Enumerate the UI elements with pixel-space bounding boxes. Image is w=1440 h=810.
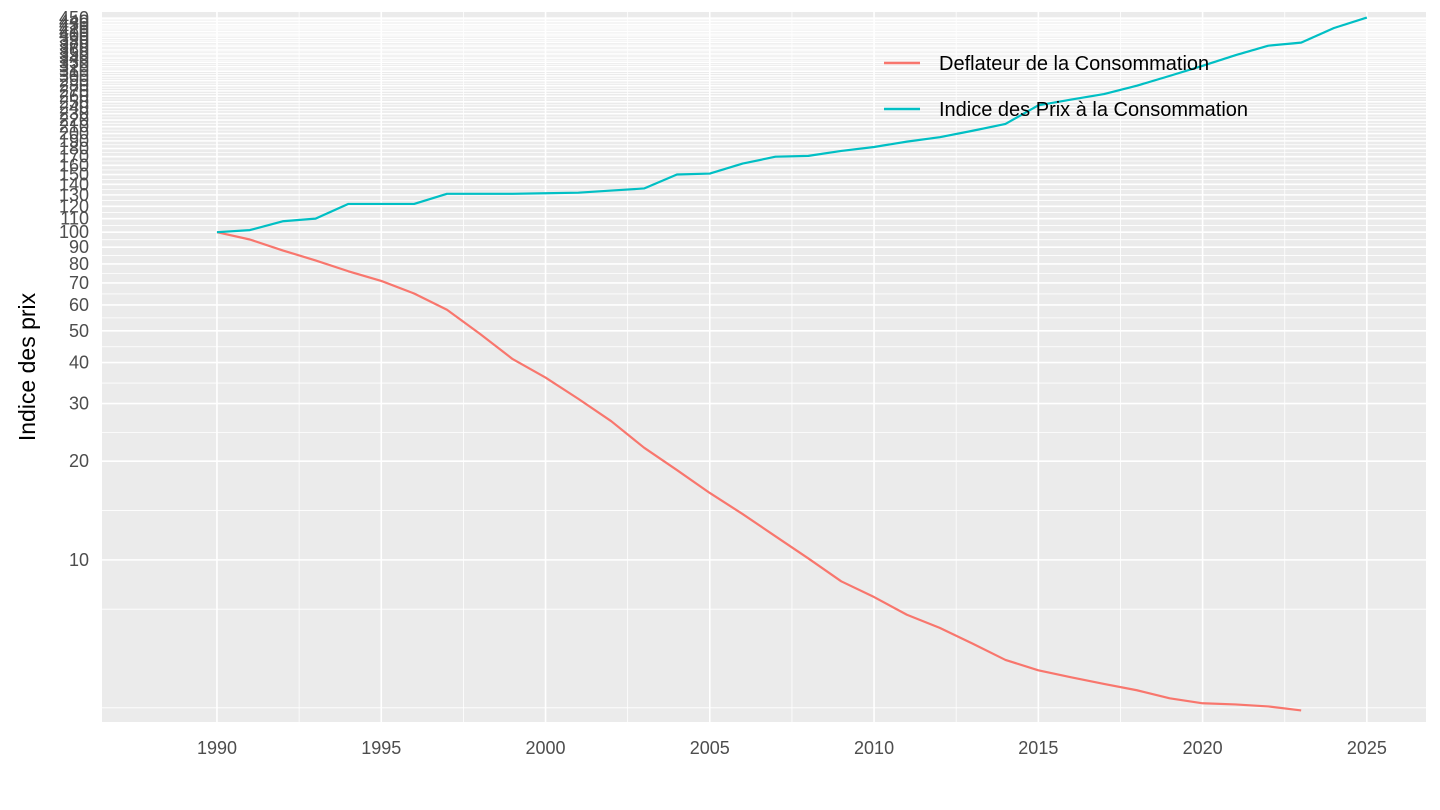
y-tick-label: 240 <box>59 98 89 118</box>
y-tick-label: 190 <box>59 131 89 151</box>
y-tick-label: 10 <box>69 550 89 570</box>
y-tick-label: 370 <box>59 36 89 56</box>
x-tick-label: 2005 <box>690 738 730 758</box>
legend-label-1: Indice des Prix à la Consommation <box>939 99 1248 121</box>
y-tick-label: 250 <box>59 92 89 112</box>
y-tick-label: 210 <box>59 117 89 137</box>
y-tick-label: 200 <box>59 124 89 144</box>
legend: Deflateur de la Consommation Indice des P… <box>884 53 1248 121</box>
y-tick-label: 230 <box>59 104 89 124</box>
series-line-0 <box>216 231 1302 712</box>
y-tick-label: 170 <box>59 147 89 167</box>
x-tick-label: 2020 <box>1183 738 1223 758</box>
legend-label-0: Deflateur de la Consommation <box>939 53 1209 75</box>
y-tick-label: 50 <box>69 321 89 341</box>
y-tick-label: 20 <box>69 451 89 471</box>
y-tick-label: 390 <box>59 29 89 49</box>
y-tick-label: 450 <box>59 8 89 28</box>
y-tick-label: 90 <box>69 237 89 257</box>
y-tick-label: 420 <box>59 18 89 38</box>
x-tick-label: 1990 <box>197 738 237 758</box>
y-tick-label: 30 <box>69 394 89 414</box>
x-tick-label: 2000 <box>526 738 566 758</box>
major-gridlines <box>102 12 1426 722</box>
x-tick-label: 2025 <box>1347 738 1387 758</box>
y-tick-label: 400 <box>59 25 89 45</box>
y-tick-label: 180 <box>59 139 89 159</box>
y-tick-label: 60 <box>69 295 89 315</box>
y-tick-label: 310 <box>59 61 89 81</box>
y-tick-label: 70 <box>69 273 89 293</box>
y-axis-tick-labels: 1020304050607080901001101201301401501601… <box>59 8 89 570</box>
y-tick-label: 80 <box>69 254 89 274</box>
y-tick-label: 360 <box>59 40 89 60</box>
y-axis-title: Indice des prix <box>14 292 40 441</box>
y-tick-label: 130 <box>59 185 89 205</box>
y-tick-label: 140 <box>59 174 89 194</box>
y-tick-label: 40 <box>69 353 89 373</box>
y-tick-label: 280 <box>59 76 89 96</box>
y-tick-label: 320 <box>59 57 89 77</box>
minor-gridlines <box>102 12 1426 722</box>
y-tick-label: 440 <box>59 11 89 31</box>
y-tick-label: 430 <box>59 15 89 35</box>
y-tick-label: 410 <box>59 21 89 41</box>
y-tick-label: 260 <box>59 86 89 106</box>
x-tick-label: 1995 <box>361 738 401 758</box>
series-line-1 <box>216 16 1368 234</box>
y-tick-label: 270 <box>59 81 89 101</box>
y-tick-label: 220 <box>59 110 89 130</box>
y-tick-label: 150 <box>59 165 89 185</box>
y-tick-label: 350 <box>59 44 89 64</box>
x-tick-label: 2015 <box>1018 738 1058 758</box>
y-tick-label: 290 <box>59 71 89 91</box>
y-tick-label: 120 <box>59 196 89 216</box>
x-tick-label: 2010 <box>854 738 894 758</box>
y-tick-label: 340 <box>59 48 89 68</box>
y-tick-label: 110 <box>60 209 89 229</box>
y-tick-label: 300 <box>59 66 89 86</box>
series-lines <box>216 16 1368 712</box>
y-tick-label: 160 <box>59 155 89 175</box>
y-tick-label: 100 <box>59 222 89 242</box>
x-axis-tick-labels: 1990 1995 2000 2005 2010 2015 2020 2025 <box>197 738 1387 758</box>
y-tick-label: 330 <box>59 52 89 72</box>
y-tick-label: 380 <box>59 32 89 52</box>
